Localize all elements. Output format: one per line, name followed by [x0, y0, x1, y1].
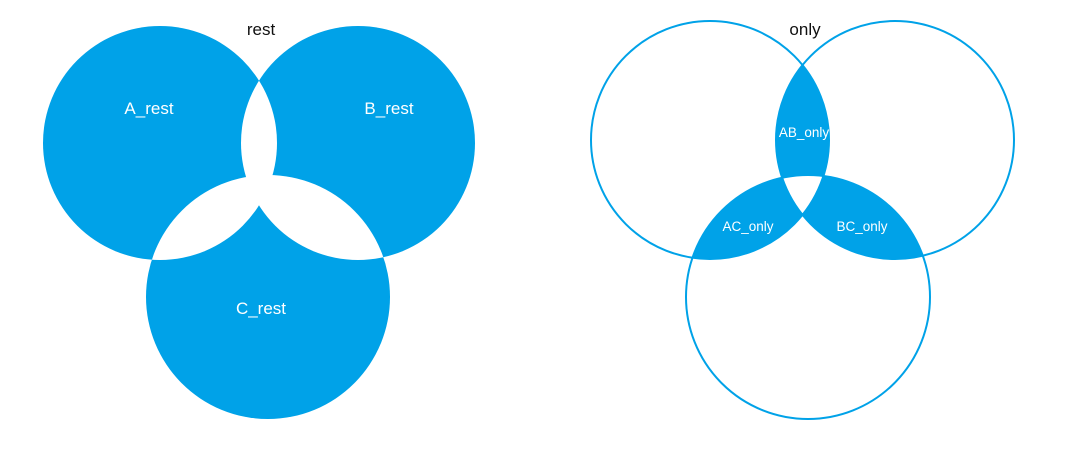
only-diagram: only AB_only AC_only BC_only: [590, 20, 1015, 420]
label-b-rest: B_rest: [364, 99, 413, 118]
only-diagram-title: only: [789, 20, 821, 39]
label-ac-only: AC_only: [722, 219, 773, 234]
region-c-rest: [146, 175, 390, 419]
circle-a-outline: [590, 20, 830, 260]
circle-b-outline: [775, 20, 1015, 260]
rest-diagram: rest A_rest B_rest C_rest: [43, 20, 475, 419]
label-bc-only: BC_only: [836, 219, 887, 234]
region-ac-only: [686, 175, 829, 259]
circle-c-outline: [685, 174, 931, 420]
label-c-rest: C_rest: [236, 299, 286, 318]
label-a-rest: A_rest: [124, 99, 173, 118]
label-ab-only: AB_only: [779, 125, 830, 140]
rest-diagram-title: rest: [247, 20, 276, 39]
region-bc-only: [776, 175, 930, 259]
